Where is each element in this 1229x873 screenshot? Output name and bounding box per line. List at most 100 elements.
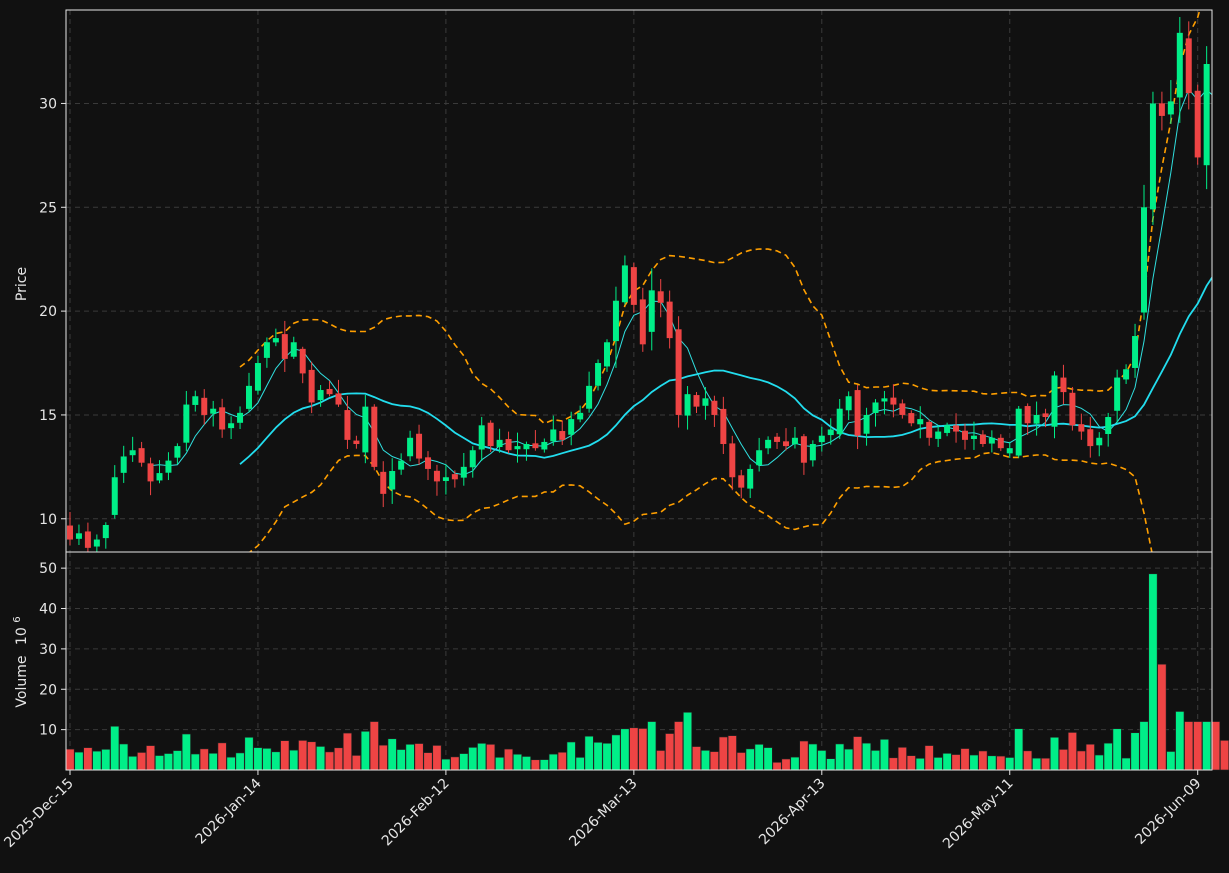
candle-body: [451, 474, 458, 480]
volume-bar: [709, 751, 719, 771]
price-tick-label: 20: [39, 304, 57, 320]
volume-bar: [1005, 757, 1015, 771]
candle-body: [926, 421, 933, 438]
candle-body: [693, 395, 700, 407]
candle-body: [684, 394, 691, 416]
volume-bar: [888, 757, 898, 771]
volume-bar: [74, 751, 84, 771]
volume-bar: [351, 755, 361, 771]
volume-bar: [629, 727, 639, 771]
candle-body: [254, 363, 261, 391]
volume-bar: [638, 728, 648, 771]
volume-bar: [298, 740, 308, 771]
volume-bar: [1139, 721, 1149, 771]
candle-body: [263, 342, 270, 358]
price-tick-label: 10: [39, 512, 57, 528]
volume-bar: [423, 752, 433, 771]
candle-body: [908, 413, 915, 424]
candle-body: [1078, 424, 1085, 432]
candle-body: [219, 407, 226, 430]
volume-bar: [700, 750, 710, 771]
candle-body: [1015, 408, 1022, 456]
candle-body: [863, 414, 870, 434]
volume-bar: [996, 755, 1006, 771]
candle-body: [129, 450, 136, 456]
candle-body: [818, 435, 825, 443]
volume-exponent-power: 6: [12, 616, 23, 622]
volume-tick-label: 40: [39, 602, 57, 618]
candle-body: [577, 412, 584, 420]
volume-bar: [477, 743, 487, 771]
price-tick-label: 15: [39, 408, 57, 424]
volume-bar: [1112, 728, 1122, 771]
candle-body: [1006, 448, 1013, 454]
candle-body: [505, 439, 512, 451]
volume-bar: [647, 721, 657, 771]
candle-body: [246, 385, 252, 409]
candle-body: [308, 369, 315, 403]
candle-body: [353, 440, 360, 445]
volume-bar: [181, 733, 191, 771]
volume-tick-label: 20: [39, 682, 57, 698]
candle-body: [944, 425, 951, 433]
volume-bar: [244, 737, 254, 771]
volume-bar: [512, 753, 522, 771]
volume-bar: [190, 753, 200, 771]
candle-body: [442, 477, 449, 481]
candle-body: [111, 477, 118, 515]
candle-body: [1069, 392, 1076, 426]
volume-bar: [1032, 757, 1042, 771]
volume-bar: [593, 742, 603, 771]
candle-body: [523, 444, 530, 450]
candle-body: [702, 398, 709, 406]
price-tick-label: 25: [39, 200, 57, 216]
volume-bar: [226, 756, 236, 771]
candle-body: [407, 437, 414, 457]
candle-body: [317, 390, 324, 401]
volume-bar: [862, 742, 872, 771]
candle-body: [532, 443, 539, 449]
volume-bar: [906, 755, 916, 771]
volume-bar: [548, 753, 558, 771]
volume-axis-ticks: 10 20 30 40 50: [39, 561, 66, 739]
candle-body: [1060, 377, 1067, 393]
volume-bar: [790, 756, 800, 771]
candle-body: [1158, 103, 1165, 116]
volume-exponent-base: 10: [14, 627, 30, 645]
volume-bar: [405, 744, 415, 771]
volume-bar: [879, 739, 889, 771]
volume-bar: [557, 751, 567, 771]
volume-bar: [342, 732, 352, 771]
candle-body: [970, 435, 977, 440]
volume-bar: [718, 736, 728, 771]
candle-body: [67, 525, 73, 540]
volume-bar: [1193, 721, 1203, 771]
volume-bar: [1130, 732, 1140, 771]
volume-tick-label: 50: [39, 561, 57, 577]
candle-body: [657, 291, 664, 303]
candle-body: [1024, 406, 1031, 424]
candle-body: [630, 267, 637, 305]
volume-bar: [745, 748, 755, 771]
volume-bar: [727, 735, 737, 771]
candle-body: [1132, 336, 1139, 368]
volume-panel: 10 20 30 40 50 Volume 10 6: [12, 551, 1229, 771]
volume-bar: [1014, 728, 1024, 771]
candle-body: [872, 402, 879, 414]
candle-body: [756, 450, 763, 466]
bollinger-bands: [239, 10, 1201, 552]
volume-bar: [110, 725, 120, 771]
volume-bar: [1121, 757, 1131, 771]
volume-bar: [459, 753, 469, 771]
volume-bar: [566, 741, 576, 771]
volume-bar: [530, 759, 540, 771]
candle-body: [845, 396, 852, 411]
volume-bar: [163, 753, 173, 771]
volume-bar: [853, 736, 863, 771]
volume-bar: [468, 747, 478, 771]
candle-body: [478, 425, 485, 450]
volume-bar: [933, 757, 943, 771]
volume-bar: [1220, 740, 1229, 771]
volume-bar: [691, 746, 701, 771]
